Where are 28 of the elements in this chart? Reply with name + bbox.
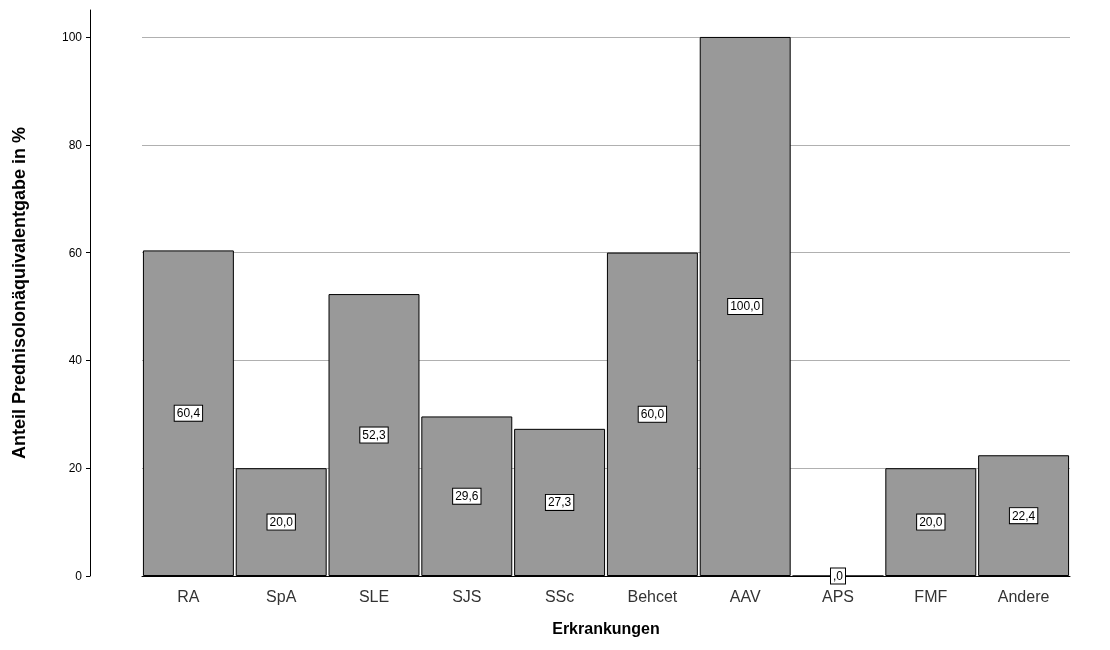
x-tick-label: FMF: [914, 587, 948, 605]
data-label: 20,0: [919, 515, 943, 530]
data-label: 27,3: [547, 495, 572, 510]
y-tick-label: 40: [68, 353, 83, 368]
y-tick-label: 0: [75, 569, 83, 583]
data-label: 29,6: [455, 489, 479, 504]
y-tick-label: 60: [68, 245, 83, 260]
x-tick-label: Behcet: [627, 587, 678, 605]
x-tick-label: RA: [177, 587, 200, 605]
x-tick-label: SpA: [266, 587, 297, 605]
data-label: 60,4: [176, 406, 201, 421]
y-tick-label: 20: [68, 461, 83, 476]
data-label: 60,0: [640, 407, 665, 422]
data-label: ,0: [832, 569, 844, 583]
x-tick-label: SJS: [452, 587, 482, 605]
x-tick-label: SLE: [358, 587, 390, 605]
y-tick-label: 100: [61, 29, 83, 44]
data-label: 22,4: [1011, 508, 1036, 523]
x-axis-title: Erkrankungen: [552, 619, 660, 637]
data-label: 52,3: [362, 428, 386, 443]
x-tick-label: AAV: [729, 587, 761, 605]
x-tick-label: APS: [821, 587, 855, 605]
y-axis-title: Anteil Prednisolonäquivalentgabe in %: [9, 126, 29, 460]
y-tick-label: 80: [68, 137, 83, 152]
data-label: 20,0: [269, 515, 294, 530]
data-label: 100,0: [730, 299, 761, 314]
x-tick-label: Andere: [997, 587, 1050, 605]
x-tick-label: SSc: [544, 587, 575, 605]
